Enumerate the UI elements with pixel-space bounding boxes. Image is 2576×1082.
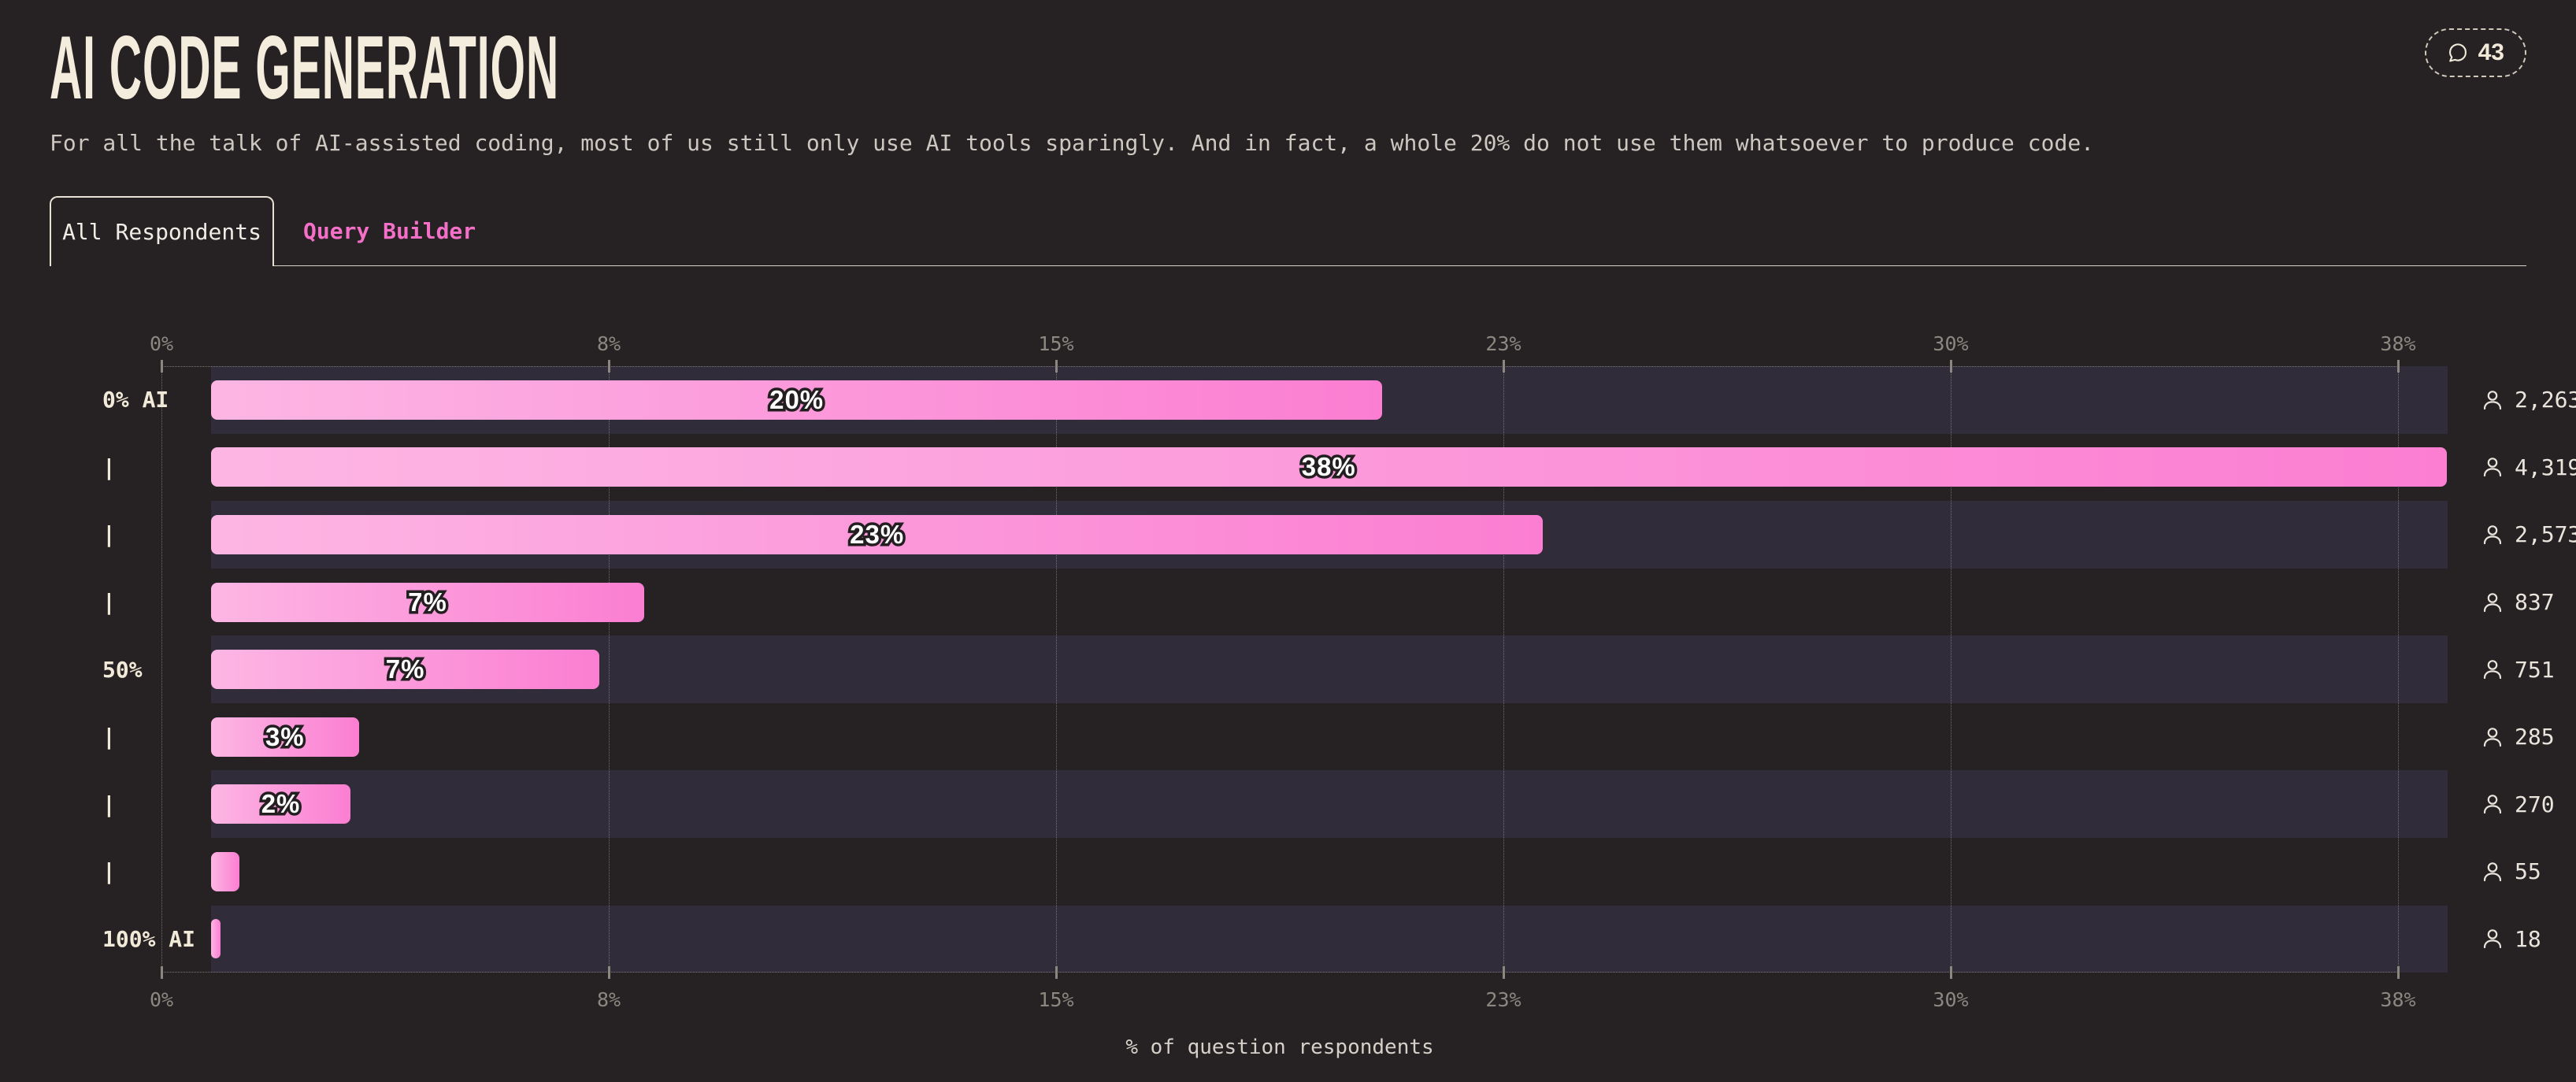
- subtitle: For all the talk of AI-assisted coding, …: [50, 130, 2095, 157]
- category-label: |: [102, 589, 116, 616]
- chart-row: | 2% 270: [102, 770, 2576, 838]
- chart-row: 100% AI 18: [102, 905, 2576, 973]
- respondent-count-value: 2,263: [2515, 387, 2576, 413]
- respondent-count: 18: [2448, 926, 2576, 952]
- person-icon: [2483, 391, 2502, 409]
- bar-track: 23%: [211, 501, 2448, 569]
- respondent-count-value: 285: [2515, 724, 2555, 750]
- tick-label: 8%: [596, 988, 621, 1012]
- respondent-count-value: 751: [2515, 656, 2555, 683]
- tick-label: 8%: [596, 332, 621, 356]
- bar-track: 3%: [211, 703, 2448, 771]
- bar-track: [211, 905, 2448, 973]
- page-title: AI CODE GENERATION: [50, 18, 560, 118]
- bar-track: 38%: [211, 434, 2448, 502]
- chart-row: | 23% 2,573: [102, 501, 2576, 569]
- person-icon: [2483, 525, 2502, 545]
- bar-track: 7%: [211, 569, 2448, 636]
- bar-track: 2%: [211, 770, 2448, 838]
- tab-all-respondents[interactable]: All Respondents: [50, 196, 274, 267]
- tick-label: 30%: [1933, 332, 1969, 356]
- tab-bar: All Respondents Query Builder: [50, 196, 2526, 267]
- category-label: 50%: [102, 656, 143, 683]
- person-icon: [2483, 929, 2502, 949]
- person-icon: [2483, 592, 2502, 612]
- category-label: |: [102, 724, 116, 750]
- chart-row: | 3% 285: [102, 703, 2576, 771]
- bar[interactable]: 38%: [211, 447, 2447, 487]
- bar[interactable]: 20%: [211, 380, 1383, 420]
- respondent-count: 55: [2448, 858, 2576, 884]
- bar-value-label: 20%: [769, 385, 824, 415]
- bar[interactable]: 3%: [211, 717, 359, 757]
- plot-area: 0% AI 20% 2,263 | 38% 4,319: [102, 360, 2576, 980]
- respondent-count-value: 270: [2515, 791, 2555, 817]
- tick-label: 15%: [1038, 332, 1074, 356]
- bar[interactable]: 2%: [211, 784, 351, 824]
- respondent-count: 285: [2448, 724, 2576, 750]
- bar-value-label: 7%: [386, 654, 425, 684]
- bar[interactable]: 7%: [211, 650, 600, 690]
- tick-label: 23%: [1485, 332, 1522, 356]
- bar[interactable]: [211, 919, 221, 959]
- respondent-count-value: 18: [2515, 925, 2541, 952]
- respondent-count-value: 837: [2515, 589, 2555, 616]
- category-label: |: [102, 521, 116, 548]
- person-icon: [2483, 660, 2502, 680]
- respondent-count-value: 55: [2515, 858, 2541, 885]
- bar-value-label: 3%: [265, 722, 305, 752]
- comments-count: 43: [2478, 39, 2504, 65]
- chart-row: 50% 7% 751: [102, 635, 2576, 703]
- tick-label: 0%: [149, 988, 174, 1012]
- chart-row: | 38% 4,319: [102, 434, 2576, 502]
- respondent-count-value: 4,319: [2515, 454, 2576, 480]
- respondent-count: 837: [2448, 589, 2576, 615]
- category-label: |: [102, 791, 116, 817]
- respondent-count: 270: [2448, 791, 2576, 817]
- chart-row: 0% AI 20% 2,263: [102, 366, 2576, 434]
- category-label: |: [102, 858, 116, 885]
- tick-label: 0%: [149, 332, 174, 356]
- respondent-count: 751: [2448, 657, 2576, 683]
- comments-badge[interactable]: 43: [2424, 28, 2526, 77]
- chart-rows: 0% AI 20% 2,263 | 38% 4,319: [102, 366, 2576, 973]
- category-label: 100% AI: [102, 925, 196, 952]
- category-label: 0% AI: [102, 387, 169, 413]
- respondent-count-value: 2,573: [2515, 521, 2576, 548]
- bar-track: 7%: [211, 635, 2448, 703]
- header: AI CODE GENERATION 43 For all the talk o…: [50, 0, 2526, 157]
- respondent-count: 2,263: [2448, 387, 2576, 413]
- bar-value-label: 23%: [850, 520, 904, 550]
- bar-value-label: 7%: [408, 587, 447, 617]
- category-label: |: [102, 454, 116, 480]
- respondent-count: 4,319: [2448, 454, 2576, 480]
- tab-query-builder[interactable]: Query Builder: [303, 217, 476, 244]
- bar[interactable]: [211, 851, 239, 891]
- x-axis-label: % of question respondents: [1125, 1036, 1434, 1060]
- tick-label: 38%: [2380, 988, 2416, 1012]
- chart-row: | 55: [102, 838, 2576, 906]
- person-icon: [2483, 458, 2502, 477]
- respondent-count: 2,573: [2448, 521, 2576, 547]
- bar-track: [211, 838, 2448, 906]
- bar-chart: 0% 8% 15% 23% 30% 38% 0% AI 20% 2,263 | 38%: [50, 332, 2576, 1060]
- tick-label: 15%: [1038, 988, 1074, 1012]
- tick-label: 38%: [2380, 332, 2416, 356]
- bar-value-label: 2%: [261, 789, 301, 819]
- person-icon: [2483, 862, 2502, 881]
- comment-bubble-icon: [2447, 42, 2469, 64]
- tick-label: 23%: [1485, 988, 1522, 1012]
- x-axis-bottom: 0% 8% 15% 23% 30% 38%: [150, 988, 2416, 1015]
- person-icon: [2483, 727, 2502, 747]
- bar-value-label: 38%: [1302, 452, 1356, 482]
- bar[interactable]: 7%: [211, 582, 645, 622]
- bar[interactable]: 23%: [211, 514, 1544, 554]
- person-icon: [2483, 795, 2502, 814]
- bar-track: 20%: [211, 366, 2448, 434]
- x-axis-top: 0% 8% 15% 23% 30% 38%: [150, 332, 2416, 359]
- chart-row: | 7% 837: [102, 569, 2576, 636]
- tick-label: 30%: [1933, 988, 1969, 1012]
